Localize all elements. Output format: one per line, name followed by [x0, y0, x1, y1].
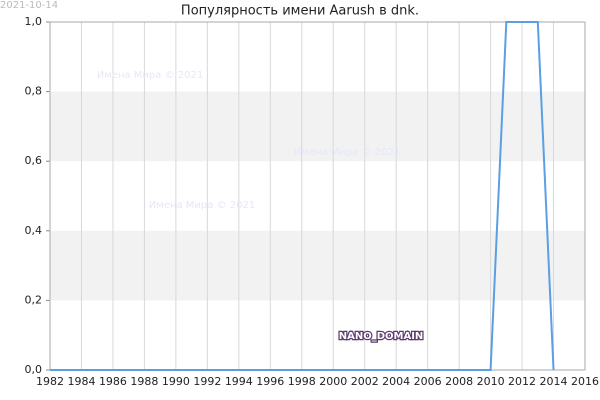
- y-tick-label: 0,6: [25, 154, 43, 167]
- y-tick-label: 0,4: [25, 224, 43, 237]
- shaded-band: [50, 91, 585, 162]
- x-tick-label: 1998: [288, 375, 316, 388]
- x-tick-label: 2010: [477, 375, 505, 388]
- x-tick-label: 1994: [225, 375, 253, 388]
- x-tick-label: 1982: [36, 375, 64, 388]
- x-tick-label: 1992: [193, 375, 221, 388]
- line: [50, 21, 555, 371]
- x-tick-label: 1986: [99, 375, 127, 388]
- y-tick-label: 0,0: [25, 363, 43, 376]
- x-tick-label: 1990: [162, 375, 190, 388]
- shaded-band: [50, 230, 585, 301]
- x-tick-label: 2004: [382, 375, 410, 388]
- watermark: Имена Мира © 2021: [294, 147, 400, 158]
- watermark: Имена Мира © 2021: [149, 200, 255, 211]
- x-tick-label: 2008: [445, 375, 473, 388]
- x-tick-label: 2000: [319, 375, 347, 388]
- x-tick-label: 2016: [571, 375, 599, 388]
- x-tick-label: 2014: [540, 375, 568, 388]
- chart-title: Популярность имени Aarush в dnk.: [181, 4, 419, 19]
- x-tick-label: 2002: [351, 375, 379, 388]
- y-tick-label: 1,0: [25, 15, 43, 28]
- brand: NANO_DOMAIN: [339, 331, 424, 342]
- y-tick-label: 0,2: [25, 293, 43, 306]
- x-tick-label: 2012: [508, 375, 536, 388]
- x-tick-label: 2006: [414, 375, 442, 388]
- x-tick-label: 1988: [130, 375, 158, 388]
- date: 2021-10-14: [0, 0, 58, 11]
- x-tick-label: 1984: [67, 375, 95, 388]
- x-tick-label: 1996: [256, 375, 284, 388]
- y-tick-label: 0,8: [25, 85, 43, 98]
- watermark: Имена Мира © 2021: [97, 70, 203, 81]
